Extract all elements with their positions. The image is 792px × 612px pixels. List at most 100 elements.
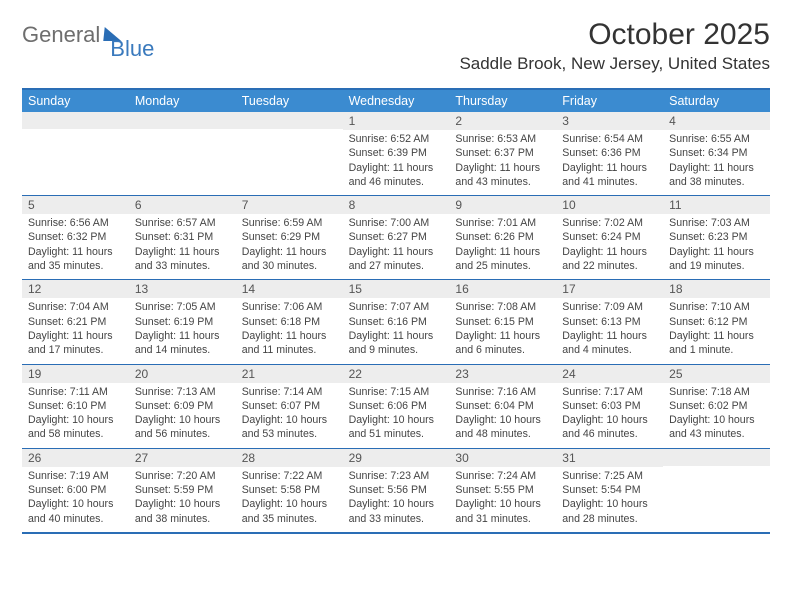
- day-cell: 28Sunrise: 7:22 AMSunset: 5:58 PMDayligh…: [236, 449, 343, 532]
- sunset-line: Sunset: 6:24 PM: [562, 230, 657, 244]
- sunrise-line: Sunrise: 6:59 AM: [242, 216, 337, 230]
- sunset-line: Sunset: 6:10 PM: [28, 399, 123, 413]
- day-body: Sunrise: 7:19 AMSunset: 6:00 PMDaylight:…: [22, 467, 129, 532]
- daylight-line: Daylight: 11 hours and 19 minutes.: [669, 245, 764, 274]
- sunset-line: Sunset: 5:58 PM: [242, 483, 337, 497]
- day-cell: 30Sunrise: 7:24 AMSunset: 5:55 PMDayligh…: [449, 449, 556, 532]
- sunrise-line: Sunrise: 7:20 AM: [135, 469, 230, 483]
- day-body: Sunrise: 7:18 AMSunset: 6:02 PMDaylight:…: [663, 383, 770, 448]
- sunset-line: Sunset: 6:39 PM: [349, 146, 444, 160]
- daylight-line: Daylight: 10 hours and 58 minutes.: [28, 413, 123, 442]
- day-number: 4: [663, 112, 770, 130]
- sunrise-line: Sunrise: 7:09 AM: [562, 300, 657, 314]
- day-body: Sunrise: 7:09 AMSunset: 6:13 PMDaylight:…: [556, 298, 663, 363]
- day-cell: 20Sunrise: 7:13 AMSunset: 6:09 PMDayligh…: [129, 365, 236, 448]
- sunset-line: Sunset: 6:03 PM: [562, 399, 657, 413]
- sunset-line: Sunset: 6:13 PM: [562, 315, 657, 329]
- daylight-line: Daylight: 11 hours and 35 minutes.: [28, 245, 123, 274]
- daylight-line: Daylight: 10 hours and 40 minutes.: [28, 497, 123, 526]
- day-cell: 1Sunrise: 6:52 AMSunset: 6:39 PMDaylight…: [343, 112, 450, 195]
- sunset-line: Sunset: 6:09 PM: [135, 399, 230, 413]
- daylight-line: Daylight: 11 hours and 22 minutes.: [562, 245, 657, 274]
- day-body: Sunrise: 6:57 AMSunset: 6:31 PMDaylight:…: [129, 214, 236, 279]
- sunrise-line: Sunrise: 6:56 AM: [28, 216, 123, 230]
- day-body: Sunrise: 7:23 AMSunset: 5:56 PMDaylight:…: [343, 467, 450, 532]
- day-cell: [22, 112, 129, 195]
- day-cell: 25Sunrise: 7:18 AMSunset: 6:02 PMDayligh…: [663, 365, 770, 448]
- day-number: 31: [556, 449, 663, 467]
- sunset-line: Sunset: 6:12 PM: [669, 315, 764, 329]
- day-cell: 23Sunrise: 7:16 AMSunset: 6:04 PMDayligh…: [449, 365, 556, 448]
- day-number: 25: [663, 365, 770, 383]
- sunrise-line: Sunrise: 7:24 AM: [455, 469, 550, 483]
- day-cell: 13Sunrise: 7:05 AMSunset: 6:19 PMDayligh…: [129, 280, 236, 363]
- day-body: Sunrise: 7:24 AMSunset: 5:55 PMDaylight:…: [449, 467, 556, 532]
- day-number: 5: [22, 196, 129, 214]
- day-cell: 10Sunrise: 7:02 AMSunset: 6:24 PMDayligh…: [556, 196, 663, 279]
- sunset-line: Sunset: 6:19 PM: [135, 315, 230, 329]
- day-body: Sunrise: 7:17 AMSunset: 6:03 PMDaylight:…: [556, 383, 663, 448]
- sunset-line: Sunset: 5:59 PM: [135, 483, 230, 497]
- dow-saturday: Saturday: [663, 90, 770, 112]
- day-number: [22, 112, 129, 129]
- header: General Blue October 2025 Saddle Brook, …: [22, 18, 770, 74]
- calendar-page: General Blue October 2025 Saddle Brook, …: [0, 0, 792, 552]
- day-cell: 19Sunrise: 7:11 AMSunset: 6:10 PMDayligh…: [22, 365, 129, 448]
- sunset-line: Sunset: 6:31 PM: [135, 230, 230, 244]
- day-number: 21: [236, 365, 343, 383]
- day-body: [236, 129, 343, 187]
- sunrise-line: Sunrise: 7:05 AM: [135, 300, 230, 314]
- daylight-line: Daylight: 10 hours and 51 minutes.: [349, 413, 444, 442]
- day-cell: 18Sunrise: 7:10 AMSunset: 6:12 PMDayligh…: [663, 280, 770, 363]
- sunset-line: Sunset: 5:54 PM: [562, 483, 657, 497]
- daylight-line: Daylight: 10 hours and 43 minutes.: [669, 413, 764, 442]
- day-number: 15: [343, 280, 450, 298]
- sunrise-line: Sunrise: 6:52 AM: [349, 132, 444, 146]
- daylight-line: Daylight: 11 hours and 33 minutes.: [135, 245, 230, 274]
- daylight-line: Daylight: 11 hours and 46 minutes.: [349, 161, 444, 190]
- day-cell: 5Sunrise: 6:56 AMSunset: 6:32 PMDaylight…: [22, 196, 129, 279]
- day-number: 30: [449, 449, 556, 467]
- day-cell: 3Sunrise: 6:54 AMSunset: 6:36 PMDaylight…: [556, 112, 663, 195]
- day-body: Sunrise: 7:14 AMSunset: 6:07 PMDaylight:…: [236, 383, 343, 448]
- day-body: [663, 466, 770, 524]
- sunset-line: Sunset: 6:02 PM: [669, 399, 764, 413]
- sunrise-line: Sunrise: 7:19 AM: [28, 469, 123, 483]
- daylight-line: Daylight: 11 hours and 41 minutes.: [562, 161, 657, 190]
- daylight-line: Daylight: 10 hours and 48 minutes.: [455, 413, 550, 442]
- sunrise-line: Sunrise: 7:07 AM: [349, 300, 444, 314]
- day-number: 14: [236, 280, 343, 298]
- sunrise-line: Sunrise: 7:11 AM: [28, 385, 123, 399]
- week-row: 1Sunrise: 6:52 AMSunset: 6:39 PMDaylight…: [22, 112, 770, 195]
- dow-tuesday: Tuesday: [236, 90, 343, 112]
- sunset-line: Sunset: 5:56 PM: [349, 483, 444, 497]
- day-cell: 29Sunrise: 7:23 AMSunset: 5:56 PMDayligh…: [343, 449, 450, 532]
- day-cell: [663, 449, 770, 532]
- sunrise-line: Sunrise: 7:01 AM: [455, 216, 550, 230]
- day-cell: 15Sunrise: 7:07 AMSunset: 6:16 PMDayligh…: [343, 280, 450, 363]
- day-body: Sunrise: 7:20 AMSunset: 5:59 PMDaylight:…: [129, 467, 236, 532]
- sunset-line: Sunset: 6:00 PM: [28, 483, 123, 497]
- sunset-line: Sunset: 6:34 PM: [669, 146, 764, 160]
- day-body: Sunrise: 7:03 AMSunset: 6:23 PMDaylight:…: [663, 214, 770, 279]
- week-row: 5Sunrise: 6:56 AMSunset: 6:32 PMDaylight…: [22, 195, 770, 279]
- daylight-line: Daylight: 11 hours and 6 minutes.: [455, 329, 550, 358]
- day-cell: 2Sunrise: 6:53 AMSunset: 6:37 PMDaylight…: [449, 112, 556, 195]
- title-block: October 2025 Saddle Brook, New Jersey, U…: [459, 18, 770, 74]
- sunrise-line: Sunrise: 7:25 AM: [562, 469, 657, 483]
- day-cell: 16Sunrise: 7:08 AMSunset: 6:15 PMDayligh…: [449, 280, 556, 363]
- day-body: Sunrise: 6:59 AMSunset: 6:29 PMDaylight:…: [236, 214, 343, 279]
- day-body: Sunrise: 7:02 AMSunset: 6:24 PMDaylight:…: [556, 214, 663, 279]
- dow-wednesday: Wednesday: [343, 90, 450, 112]
- daylight-line: Daylight: 11 hours and 27 minutes.: [349, 245, 444, 274]
- sunrise-line: Sunrise: 7:14 AM: [242, 385, 337, 399]
- day-number: 26: [22, 449, 129, 467]
- brand-part2: Blue: [110, 36, 154, 62]
- sunset-line: Sunset: 6:04 PM: [455, 399, 550, 413]
- daylight-line: Daylight: 10 hours and 56 minutes.: [135, 413, 230, 442]
- sunrise-line: Sunrise: 6:55 AM: [669, 132, 764, 146]
- day-number: 16: [449, 280, 556, 298]
- dow-row: Sunday Monday Tuesday Wednesday Thursday…: [22, 90, 770, 112]
- day-number: 9: [449, 196, 556, 214]
- day-number: 11: [663, 196, 770, 214]
